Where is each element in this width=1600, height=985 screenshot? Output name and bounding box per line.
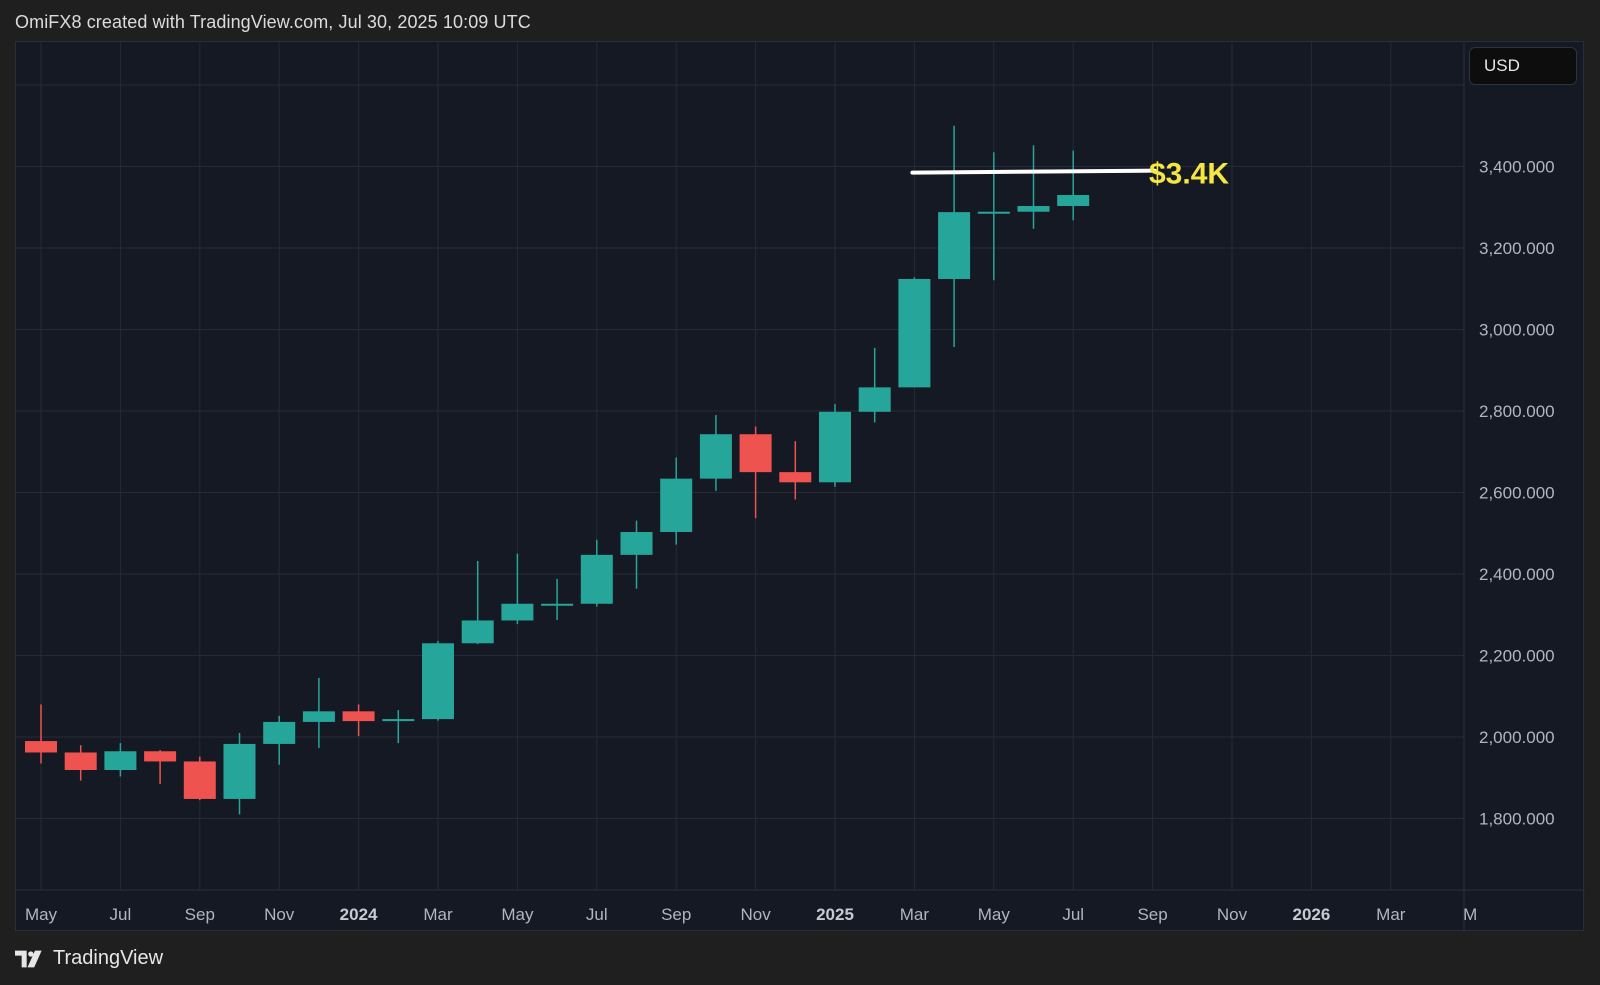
time-tick-label: Sep xyxy=(661,905,691,924)
candlestick-chart[interactable]: $3.4K 1,800.000 2,000.000 2,200.000 2,400.0… xyxy=(16,42,1585,932)
candle xyxy=(938,125,971,348)
brand-name: TradingView xyxy=(53,947,164,969)
price-tick-label: 2,000.000 xyxy=(1479,728,1555,747)
tradingview-logo-icon xyxy=(15,950,42,967)
chart-caption: OmiFX8 created with TradingView.com, Jul… xyxy=(15,12,531,32)
price-tick-label: 2,400.000 xyxy=(1479,565,1555,584)
time-tick-label: 2025 xyxy=(816,905,854,924)
time-tick-label: Mar xyxy=(423,905,453,924)
candle xyxy=(660,457,693,545)
chart-frame[interactable]: $3.4K 1,800.000 2,000.000 2,200.000 2,400.0… xyxy=(15,41,1585,932)
price-tick-label: 1,800.000 xyxy=(1479,810,1555,829)
currency-badge[interactable]: USD xyxy=(1469,47,1577,85)
candle xyxy=(302,677,335,749)
time-tick-label: M xyxy=(1463,905,1477,924)
time-tick-label: Nov xyxy=(1217,905,1248,924)
candle xyxy=(223,732,256,815)
time-axis[interactable]: May Jul Sep Nov 2024 Mar May Jul Sep Nov 2025 Mar Ma… xyxy=(25,905,1477,924)
candle xyxy=(422,640,454,721)
candle xyxy=(541,578,574,621)
candle xyxy=(898,277,931,388)
candle xyxy=(64,745,97,781)
candle xyxy=(620,520,653,589)
candle xyxy=(1017,145,1050,229)
candle xyxy=(819,404,851,487)
price-tick-label: 3,200.000 xyxy=(1479,239,1555,258)
time-tick-label: May xyxy=(978,905,1011,924)
time-tick-label: Jul xyxy=(586,905,608,924)
time-tick-label: Sep xyxy=(1137,905,1167,924)
time-tick-label: Mar xyxy=(1376,905,1406,924)
candle xyxy=(25,704,57,764)
candle xyxy=(779,441,812,500)
time-tick-label: Jul xyxy=(1062,905,1084,924)
candle xyxy=(342,704,375,737)
candle xyxy=(461,560,494,645)
price-axis[interactable]: 1,800.000 2,000.000 2,200.000 2,400.000 2,60… xyxy=(1479,158,1555,829)
tradingview-branding: TradingView xyxy=(15,947,163,970)
time-tick-label: Sep xyxy=(185,905,215,924)
time-tick-label: May xyxy=(25,905,58,924)
candle xyxy=(144,750,177,784)
candle xyxy=(104,743,137,777)
time-tick-label: Nov xyxy=(264,905,295,924)
time-tick-label: May xyxy=(501,905,534,924)
time-tick-label: Jul xyxy=(110,905,132,924)
resistance-annotation: $3.4K xyxy=(910,158,1229,191)
price-target-label: $3.4K xyxy=(1149,158,1229,191)
time-tick-label: Nov xyxy=(740,905,771,924)
price-tick-label: 3,400.000 xyxy=(1479,158,1555,177)
candle xyxy=(183,756,216,801)
price-tick-label: 2,200.000 xyxy=(1479,647,1555,666)
candle xyxy=(858,347,891,423)
candle xyxy=(1057,150,1090,221)
candle xyxy=(263,715,296,765)
price-tick-label: 3,000.000 xyxy=(1479,321,1555,340)
candle xyxy=(501,553,534,625)
candle xyxy=(580,539,613,607)
time-tick-label: Mar xyxy=(900,905,930,924)
time-tick-label: 2026 xyxy=(1292,905,1330,924)
candle xyxy=(739,426,772,519)
candle xyxy=(382,710,415,744)
price-tick-label: 2,600.000 xyxy=(1479,484,1555,503)
candle xyxy=(699,415,732,491)
price-tick-label: 2,800.000 xyxy=(1479,402,1555,421)
candles xyxy=(25,125,1090,815)
time-tick-label: 2024 xyxy=(340,905,378,924)
